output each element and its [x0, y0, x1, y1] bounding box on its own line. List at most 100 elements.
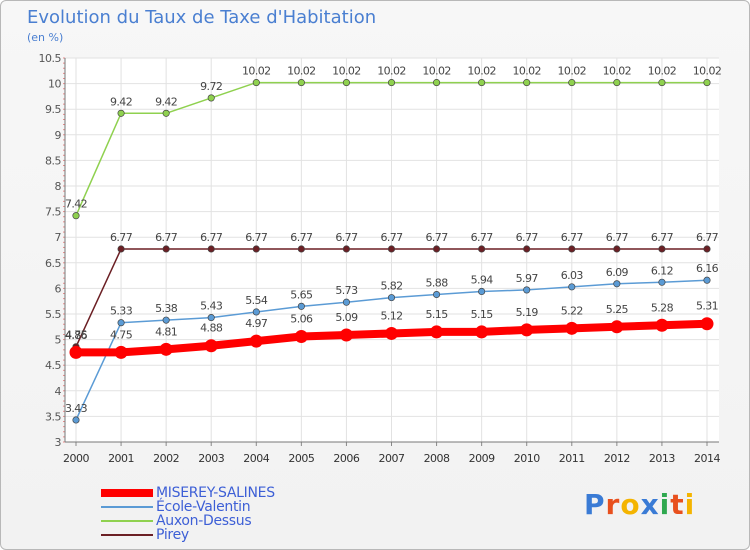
- data-label: 6.16: [696, 262, 719, 275]
- data-label: 6.77: [426, 231, 449, 244]
- data-point: [114, 345, 128, 359]
- data-point: [700, 317, 714, 331]
- data-label: 6.03: [561, 269, 584, 282]
- data-label: 5.15: [471, 308, 494, 321]
- data-point: [342, 298, 350, 306]
- data-label: 9.42: [155, 95, 177, 108]
- data-point: [204, 339, 218, 353]
- x-tick-label: 2006: [333, 452, 359, 465]
- data-point: [207, 314, 215, 322]
- data-label: 6.12: [651, 264, 673, 277]
- data-point: [658, 278, 666, 286]
- logo-letter: i: [659, 488, 671, 521]
- data-label: 10.02: [693, 65, 722, 78]
- data-label: 4.75: [110, 328, 133, 341]
- data-label: 3.43: [65, 402, 88, 415]
- data-label: 5.33: [110, 305, 133, 318]
- data-point: [703, 245, 711, 253]
- chart-subtitle: (en %): [27, 31, 64, 44]
- x-tick-label: 2003: [198, 452, 224, 465]
- data-label: 6.77: [561, 231, 584, 244]
- y-tick-label: 7.5: [45, 206, 61, 219]
- data-point: [523, 79, 531, 87]
- legend-swatch: [101, 506, 153, 508]
- proxiti-logo: Proxiti: [584, 488, 695, 521]
- data-point: [433, 79, 441, 87]
- logo-letter: P: [584, 488, 606, 521]
- data-point: [159, 342, 173, 356]
- data-point: [520, 323, 534, 337]
- data-point: [385, 326, 398, 340]
- y-tick-label: 4: [55, 385, 62, 398]
- data-label: 6.77: [696, 231, 719, 244]
- data-label: 5.43: [200, 300, 223, 313]
- x-tick-label: 2008: [424, 452, 450, 465]
- data-label: 10.02: [422, 65, 451, 78]
- y-tick-label: 10: [48, 78, 61, 91]
- data-label: 10.02: [332, 65, 361, 78]
- data-point: [433, 245, 441, 253]
- data-point: [478, 287, 486, 296]
- data-label: 5.94: [471, 273, 494, 286]
- y-tick-label: 4.5: [45, 359, 61, 372]
- data-label: 5.82: [380, 280, 402, 293]
- data-point: [252, 245, 260, 253]
- data-label: 10.02: [648, 65, 677, 78]
- data-label: 5.97: [516, 272, 539, 285]
- data-point: [568, 245, 576, 253]
- y-tick-label: 6.5: [45, 257, 61, 270]
- data-label: 10.02: [558, 65, 587, 78]
- data-point: [387, 79, 396, 87]
- data-label: 5.22: [561, 304, 583, 317]
- data-label: 6.77: [245, 231, 268, 244]
- logo-letter: r: [605, 488, 621, 521]
- data-point: [252, 308, 260, 316]
- x-tick-label: 2002: [153, 452, 179, 465]
- data-point: [568, 79, 576, 87]
- data-point: [565, 321, 579, 335]
- data-point: [117, 109, 125, 117]
- logo-letter: o: [620, 488, 641, 521]
- logo-letter: t: [670, 488, 685, 521]
- data-point: [568, 283, 576, 291]
- data-label: 6.77: [606, 231, 629, 244]
- data-point: [297, 302, 305, 310]
- x-tick-label: 2007: [379, 452, 405, 465]
- data-point: [342, 245, 350, 253]
- data-label: 5.28: [651, 301, 674, 314]
- data-label: 6.77: [290, 231, 313, 244]
- legend-swatch: [101, 489, 153, 497]
- data-label: 6.77: [335, 231, 358, 244]
- y-tick-label: 9: [55, 129, 62, 142]
- x-tick-label: 2011: [559, 452, 585, 465]
- data-point: [297, 245, 305, 253]
- data-point: [703, 276, 711, 284]
- data-point: [252, 79, 260, 87]
- y-tick-label: 5.5: [45, 308, 61, 321]
- data-label: 10.02: [242, 65, 271, 78]
- data-label: 10.02: [377, 65, 406, 78]
- data-label: 9.72: [200, 80, 222, 93]
- data-point: [297, 79, 305, 87]
- data-point: [294, 330, 308, 344]
- data-point: [478, 79, 486, 87]
- x-tick-label: 2010: [514, 452, 540, 465]
- data-point: [613, 79, 621, 87]
- data-label: 5.38: [155, 302, 178, 315]
- data-point: [613, 245, 621, 253]
- data-label: 6.77: [200, 231, 223, 244]
- data-point: [342, 79, 350, 87]
- data-point: [703, 79, 711, 87]
- data-point: [207, 245, 215, 253]
- data-label: 6.77: [380, 231, 403, 244]
- data-point: [523, 245, 531, 253]
- data-label: 6.77: [651, 231, 674, 244]
- legend-swatch: [101, 534, 153, 536]
- data-label: 5.88: [426, 277, 449, 290]
- data-label: 5.12: [380, 309, 402, 322]
- y-tick-label: 3: [55, 436, 62, 449]
- data-label: 6.09: [606, 266, 629, 279]
- data-point: [249, 334, 263, 348]
- y-tick-label: 5: [55, 334, 62, 347]
